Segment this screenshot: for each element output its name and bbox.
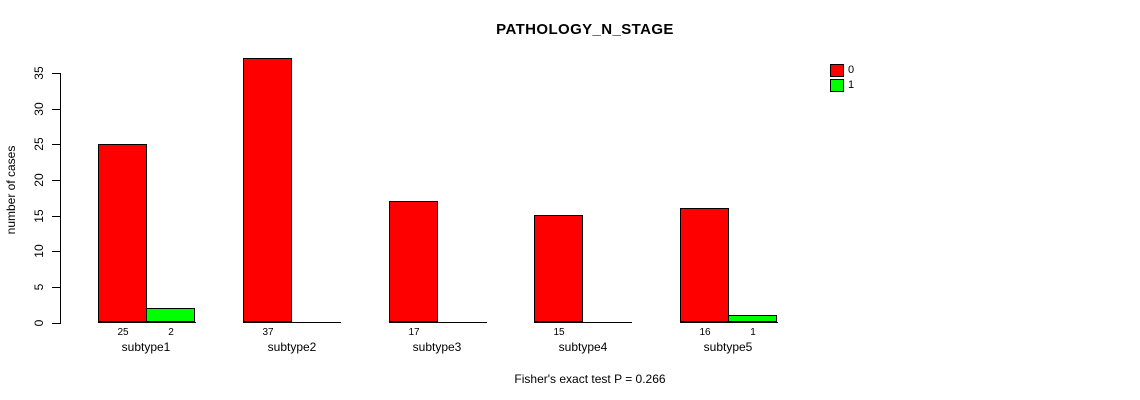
- bar-value-label: 2: [168, 327, 174, 338]
- group-baseline: [680, 322, 778, 323]
- x-axis-label-subtype4: subtype4: [558, 340, 608, 354]
- y-tick-label: 10: [32, 244, 46, 258]
- bar-value-label: 25: [117, 327, 129, 338]
- bar-value-label: 16: [699, 327, 711, 338]
- bar-value-label: 1: [750, 327, 756, 338]
- bar-value-label: 17: [408, 327, 420, 338]
- y-tick: [52, 144, 60, 145]
- group-baseline: [243, 322, 341, 323]
- y-tick: [52, 216, 60, 217]
- y-tick: [52, 323, 60, 324]
- bar-subtype4-series0: [534, 215, 583, 322]
- y-tick: [52, 180, 60, 181]
- bar-subtype2-series0: [243, 58, 292, 322]
- y-tick-label: 0: [32, 319, 46, 327]
- group-baseline: [534, 322, 632, 323]
- annotation-text: Fisher's exact test P = 0.266: [514, 372, 666, 386]
- bar-subtype1-series0: [98, 144, 147, 322]
- group-baseline: [98, 322, 196, 323]
- x-axis-label-subtype1: subtype1: [121, 340, 171, 354]
- y-tick-label: 35: [32, 66, 46, 80]
- bar-subtype5-series0: [680, 208, 729, 322]
- y-tick-label: 15: [32, 209, 46, 223]
- bar-value-label: 15: [553, 327, 565, 338]
- x-axis-label-subtype2: subtype2: [267, 340, 317, 354]
- x-axis-label-subtype3: subtype3: [412, 340, 462, 354]
- y-tick: [52, 73, 60, 74]
- chart-title: PATHOLOGY_N_STAGE: [496, 21, 674, 38]
- y-tick-label: 20: [32, 173, 46, 187]
- bar-subtype3-series0: [389, 201, 438, 322]
- bar-subtype5-series1: [728, 315, 777, 322]
- y-tick: [52, 109, 60, 110]
- group-baseline: [389, 322, 487, 323]
- x-axis-label-subtype5: subtype5: [703, 340, 753, 354]
- y-tick-label: 30: [32, 102, 46, 116]
- y-tick-label: 25: [32, 137, 46, 151]
- y-tick: [52, 251, 60, 252]
- y-tick-label: 5: [32, 283, 46, 291]
- bar-value-label: 37: [262, 327, 274, 338]
- y-tick: [52, 287, 60, 288]
- bar-subtype1-series1: [146, 308, 195, 322]
- y-axis-line: [60, 73, 61, 324]
